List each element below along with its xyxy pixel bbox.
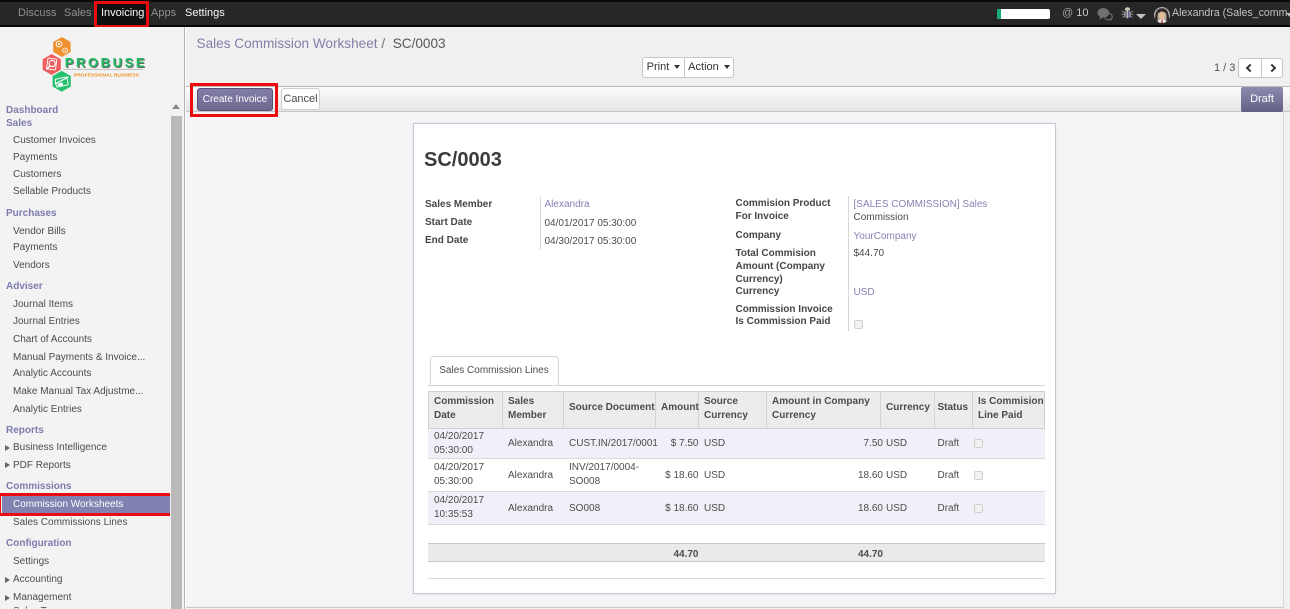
svg-text:PROBUSE: PROBUSE bbox=[65, 55, 148, 70]
svg-text:PROFESSIONAL BUSINESS: PROFESSIONAL BUSINESS bbox=[74, 72, 140, 78]
svg-text:PROBUSE: PROBUSE bbox=[66, 56, 149, 71]
